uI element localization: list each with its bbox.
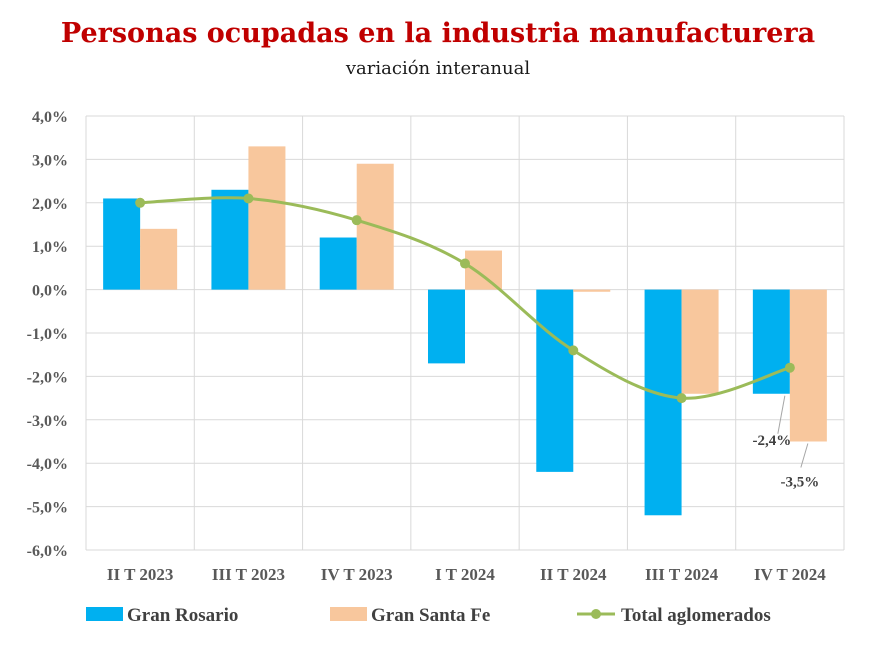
bar-gran-santa-fe xyxy=(248,146,286,290)
x-tick-label: I T 2024 xyxy=(435,565,495,584)
line-point xyxy=(568,345,579,356)
bar-gran-santa-fe xyxy=(681,289,719,394)
y-tick-label: -6,0% xyxy=(27,543,68,560)
y-tick-label: -2,0% xyxy=(27,369,68,386)
x-tick-label: III T 2024 xyxy=(645,565,719,584)
x-tick-label: III T 2023 xyxy=(212,565,285,584)
chart-title: Personas ocupadas en la industria manufa… xyxy=(60,18,816,49)
legend-label: Gran Rosario xyxy=(127,605,238,626)
line-point xyxy=(135,197,146,208)
line-point xyxy=(784,362,795,373)
x-tick-label: II T 2023 xyxy=(107,565,173,584)
bar-gran-rosario xyxy=(536,289,574,472)
x-tick-label: II T 2024 xyxy=(540,565,607,584)
legend-swatch xyxy=(86,607,123,621)
y-tick-label: 2,0% xyxy=(32,196,68,213)
legend-swatch-marker xyxy=(591,609,601,619)
y-tick-label: -5,0% xyxy=(27,500,68,517)
line-point xyxy=(243,193,254,204)
x-tick-label: IV T 2024 xyxy=(754,565,826,584)
bar-gran-rosario xyxy=(103,198,141,290)
bar-gran-santa-fe xyxy=(140,228,178,290)
line-point xyxy=(351,215,362,226)
x-tick-label: IV T 2023 xyxy=(321,565,393,584)
legend-swatch xyxy=(330,607,367,621)
data-label-gran-rosario: -2,4% xyxy=(752,433,791,449)
bar-gran-rosario xyxy=(428,289,465,364)
y-tick-label: -1,0% xyxy=(27,326,68,343)
y-tick-label: 1,0% xyxy=(32,239,68,256)
bar-gran-rosario xyxy=(211,189,249,290)
y-tick-label: 4,0% xyxy=(32,109,68,126)
y-tick-label: 0,0% xyxy=(32,283,68,300)
bar-gran-rosario xyxy=(644,289,682,516)
chart-subtitle: variación interanual xyxy=(345,58,531,79)
bar-gran-santa-fe xyxy=(789,289,827,442)
leader-line xyxy=(777,395,786,434)
y-tick-label: -4,0% xyxy=(27,456,68,473)
y-tick-label: -3,0% xyxy=(27,413,68,430)
data-label-gran-santa-fe: -3,5% xyxy=(780,475,819,491)
y-tick-label: 3,0% xyxy=(32,152,68,169)
line-point xyxy=(676,393,687,404)
line-point xyxy=(460,258,470,269)
bar-gran-rosario xyxy=(319,237,357,290)
legend-label: Total aglomerados xyxy=(621,605,771,626)
legend-label: Gran Santa Fe xyxy=(371,605,490,626)
bar-gran-santa-fe xyxy=(573,289,611,292)
bar-gran-rosario xyxy=(752,289,790,394)
bar-gran-santa-fe xyxy=(465,250,502,290)
leader-line xyxy=(800,443,809,468)
